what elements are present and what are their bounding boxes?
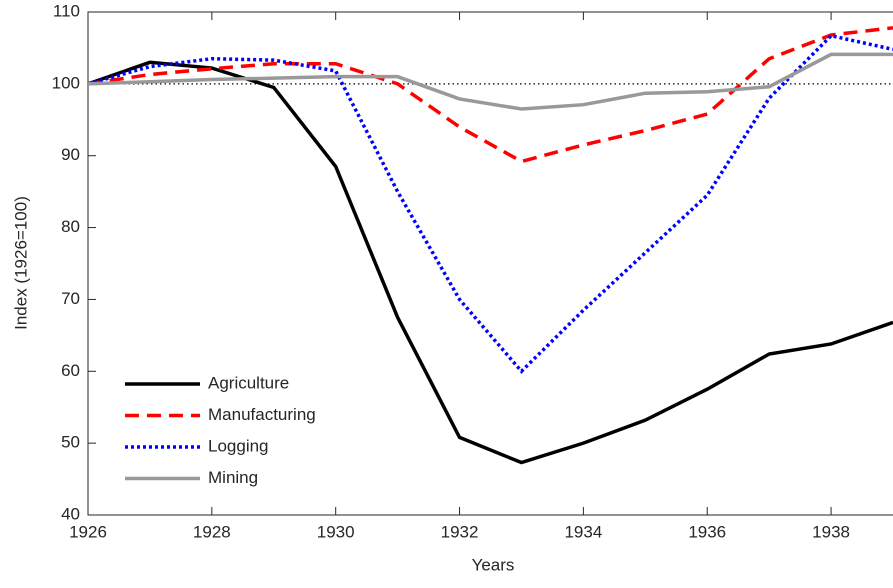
series-line <box>87 26 893 164</box>
legend-label: Agriculture <box>208 373 289 392</box>
y-tick-label: 110 <box>53 1 80 20</box>
y-tick-label: 60 <box>61 361 80 380</box>
axes-frame <box>87 11 893 516</box>
series-line <box>87 52 893 111</box>
x-tick-label: 1938 <box>812 522 850 541</box>
x-tick-label: 1926 <box>69 522 107 541</box>
legend-label: Logging <box>208 436 269 455</box>
y-tick-label: 80 <box>61 217 80 236</box>
x-tick-label: 1932 <box>441 522 479 541</box>
legend-label: Mining <box>208 468 258 487</box>
y-tick-label: 50 <box>61 433 80 452</box>
x-tick-label: 1934 <box>564 522 602 541</box>
series-line <box>87 60 893 465</box>
series-line <box>87 33 893 374</box>
y-tick-label: 100 <box>52 73 80 92</box>
y-axis-label: Index (1926=100) <box>11 196 30 330</box>
legend-label: Manufacturing <box>208 405 316 424</box>
x-tick-label: 1936 <box>688 522 726 541</box>
y-tick-label: 40 <box>61 504 80 523</box>
y-tick-label: 90 <box>61 145 80 164</box>
x-tick-label: 1930 <box>317 522 355 541</box>
x-axis-label: Years <box>472 555 515 574</box>
x-tick-label: 1928 <box>193 522 231 541</box>
y-tick-label: 70 <box>61 289 80 308</box>
